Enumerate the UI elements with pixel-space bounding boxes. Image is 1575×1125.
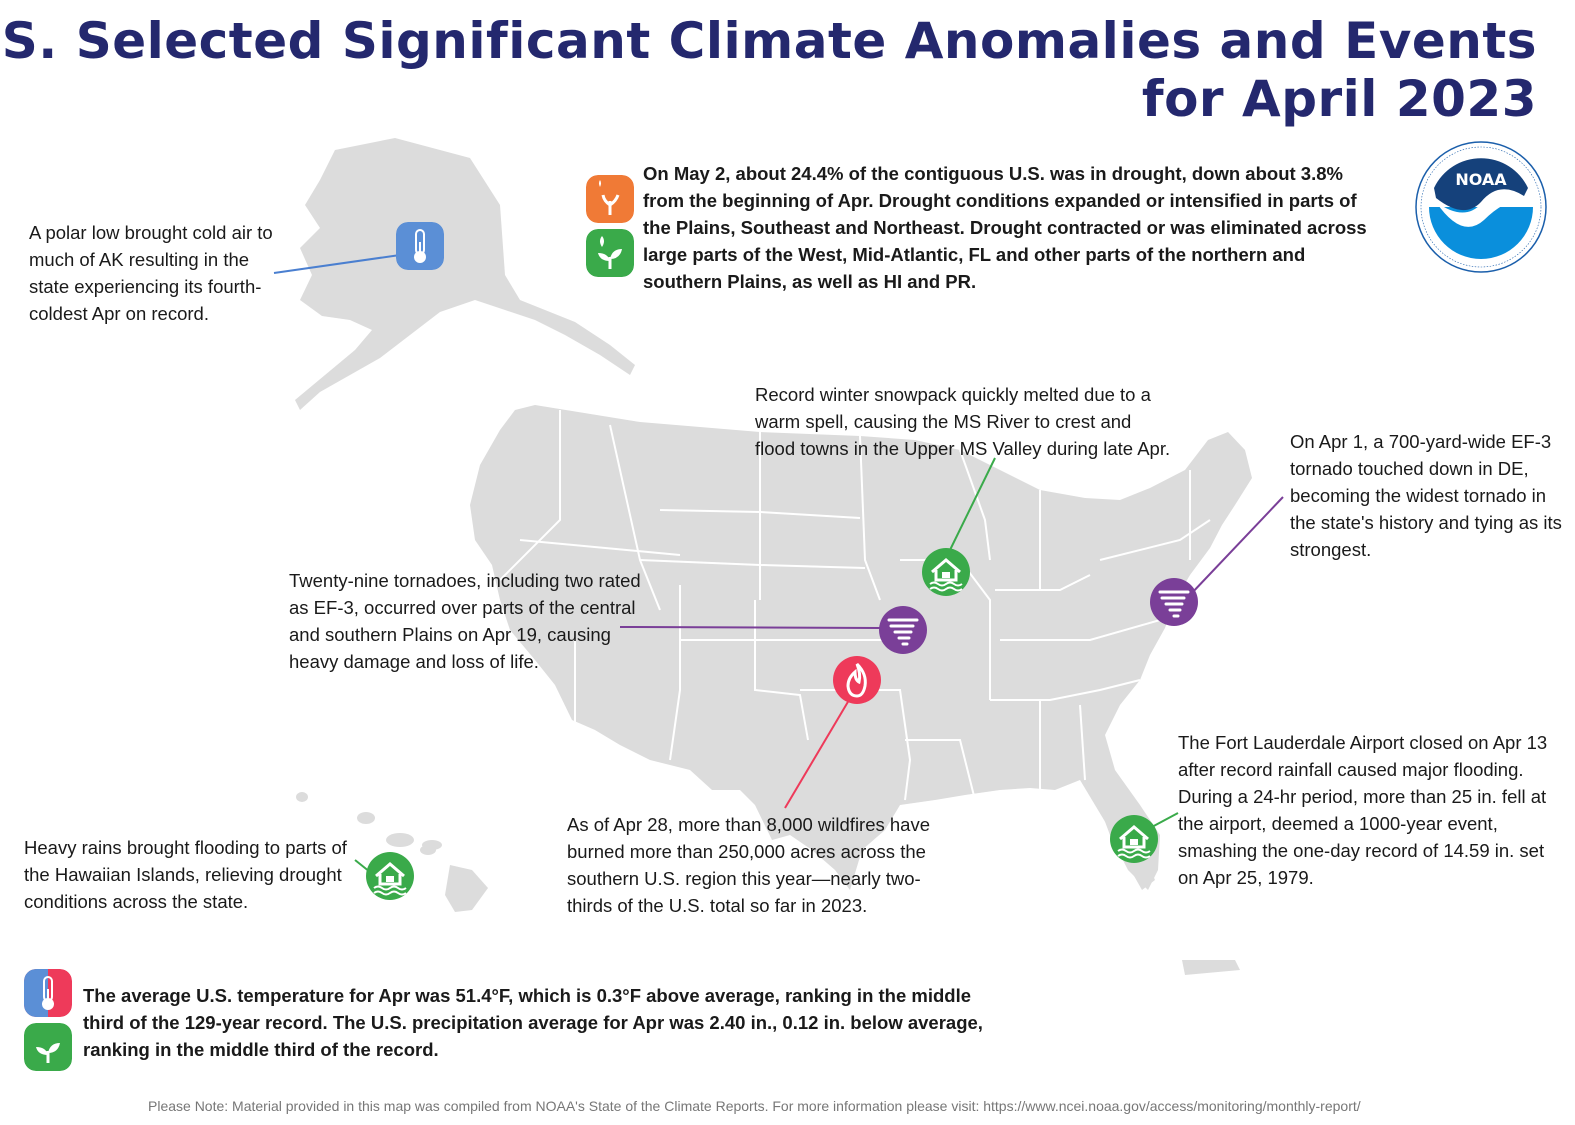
thermometer-split-icon xyxy=(24,969,72,1017)
leader-line-alaska xyxy=(273,254,401,274)
leader-line-wildfires xyxy=(784,694,853,809)
hawaii-shapes xyxy=(296,792,488,912)
leader-line-upper-ms xyxy=(949,457,996,551)
wet-plant-icon xyxy=(586,229,634,277)
delaware-event-text: On Apr 1, a 700-yard-wide EF-3 tornado t… xyxy=(1290,431,1562,560)
tornado-icon xyxy=(879,606,927,654)
national-summary-text: The average U.S. temperature for Apr was… xyxy=(83,985,983,1060)
upper-ms-event-text: Record winter snowpack quickly melted du… xyxy=(755,384,1171,459)
wildfire-icon xyxy=(833,656,881,704)
flood-house-icon xyxy=(1110,815,1158,863)
noaa-logo-text: NOAA xyxy=(1455,170,1507,189)
title-line-2: for April 2023 xyxy=(1141,70,1537,128)
plains-tornado-event-text: Twenty-nine tornadoes, including two rat… xyxy=(289,570,641,672)
leader-line-florida xyxy=(1149,812,1179,829)
page-title: U.S. Selected Significant Climate Anomal… xyxy=(0,12,1537,128)
flood-house-icon xyxy=(922,548,970,596)
florida-event-text: The Fort Lauderdale Airport closed on Ap… xyxy=(1178,732,1548,888)
title-line-1: U.S. Selected Significant Climate Anomal… xyxy=(0,12,1537,70)
leader-line-plains-tornado xyxy=(619,626,881,629)
drought-summary-text: On May 2, about 24.4% of the contiguous … xyxy=(643,163,1367,292)
tornado-icon xyxy=(1150,578,1198,626)
alaska-event-text: A polar low brought cold air to much of … xyxy=(29,222,273,324)
state-borders xyxy=(499,410,1211,801)
wet-plant-icon xyxy=(24,1023,72,1071)
footer-note: Please Note: Material provided in this m… xyxy=(148,1098,1361,1114)
leader-line-delaware xyxy=(1189,496,1284,596)
wildfires-event-text: As of Apr 28, more than 8,000 wildfires … xyxy=(567,814,931,916)
thermometer-cold-icon xyxy=(396,222,444,270)
alaska-shape xyxy=(295,138,635,410)
noaa-logo: NOAA xyxy=(1415,141,1547,273)
puerto-rico-shape xyxy=(1182,960,1240,975)
hawaii-event-text: Heavy rains brought flooding to parts of… xyxy=(24,837,347,912)
drought-plant-icon xyxy=(586,175,634,223)
conus-shape xyxy=(470,405,1252,890)
flood-house-icon xyxy=(366,852,414,900)
